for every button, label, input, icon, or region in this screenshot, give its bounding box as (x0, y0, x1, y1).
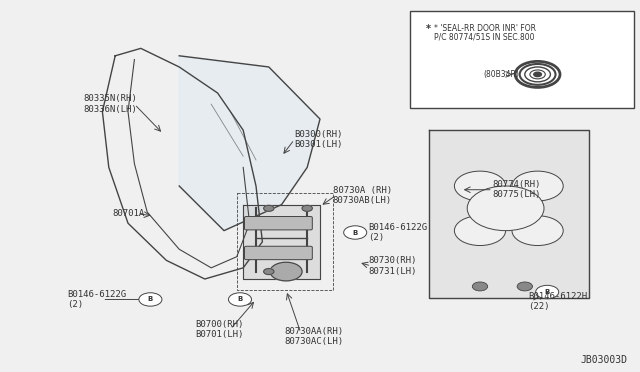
Circle shape (302, 205, 312, 211)
Text: 80730AA(RH)
80730AC(LH): 80730AA(RH) 80730AC(LH) (285, 327, 344, 346)
FancyBboxPatch shape (244, 217, 312, 230)
Text: B0146-6122G
(2): B0146-6122G (2) (67, 290, 126, 309)
Circle shape (534, 72, 541, 77)
Polygon shape (179, 56, 320, 231)
Circle shape (512, 171, 563, 201)
Text: 80730A (RH)
80730AB(LH): 80730A (RH) 80730AB(LH) (333, 186, 392, 205)
Circle shape (139, 293, 162, 306)
Text: 80730(RH)
80731(LH): 80730(RH) 80731(LH) (368, 256, 417, 276)
Circle shape (264, 269, 274, 275)
Circle shape (472, 282, 488, 291)
Text: 80335N(RH)
80336N(LH): 80335N(RH) 80336N(LH) (83, 94, 137, 114)
Text: B0300(RH)
B0301(LH): B0300(RH) B0301(LH) (294, 130, 343, 149)
Polygon shape (429, 130, 589, 298)
FancyBboxPatch shape (410, 11, 634, 108)
Text: (80B34R): (80B34R) (483, 70, 519, 79)
Circle shape (454, 171, 506, 201)
Circle shape (344, 226, 367, 239)
Text: *: * (426, 24, 431, 34)
FancyBboxPatch shape (244, 246, 312, 260)
Circle shape (517, 282, 532, 291)
Text: B: B (545, 289, 550, 295)
Text: B0146-6122G
(2): B0146-6122G (2) (368, 223, 427, 242)
Text: 80701A: 80701A (112, 209, 144, 218)
Circle shape (228, 293, 252, 306)
Text: B0146-6122H
(22): B0146-6122H (22) (528, 292, 587, 311)
Circle shape (512, 216, 563, 246)
Polygon shape (243, 205, 320, 279)
Text: 80774(RH)
80775(LH): 80774(RH) 80775(LH) (493, 180, 541, 199)
Circle shape (264, 205, 274, 211)
Circle shape (454, 216, 506, 246)
Text: B: B (353, 230, 358, 235)
Circle shape (536, 285, 559, 299)
Text: B: B (237, 296, 243, 302)
Text: B: B (148, 296, 153, 302)
Circle shape (270, 262, 302, 281)
Text: P/C 80774/51S IN SEC.800: P/C 80774/51S IN SEC.800 (434, 33, 534, 42)
Text: * 'SEAL-RR DOOR INR' FOR: * 'SEAL-RR DOOR INR' FOR (434, 24, 536, 33)
Text: JB03003D: JB03003D (580, 355, 627, 365)
Circle shape (467, 186, 544, 231)
Text: B0700(RH)
B0701(LH): B0700(RH) B0701(LH) (195, 320, 244, 339)
